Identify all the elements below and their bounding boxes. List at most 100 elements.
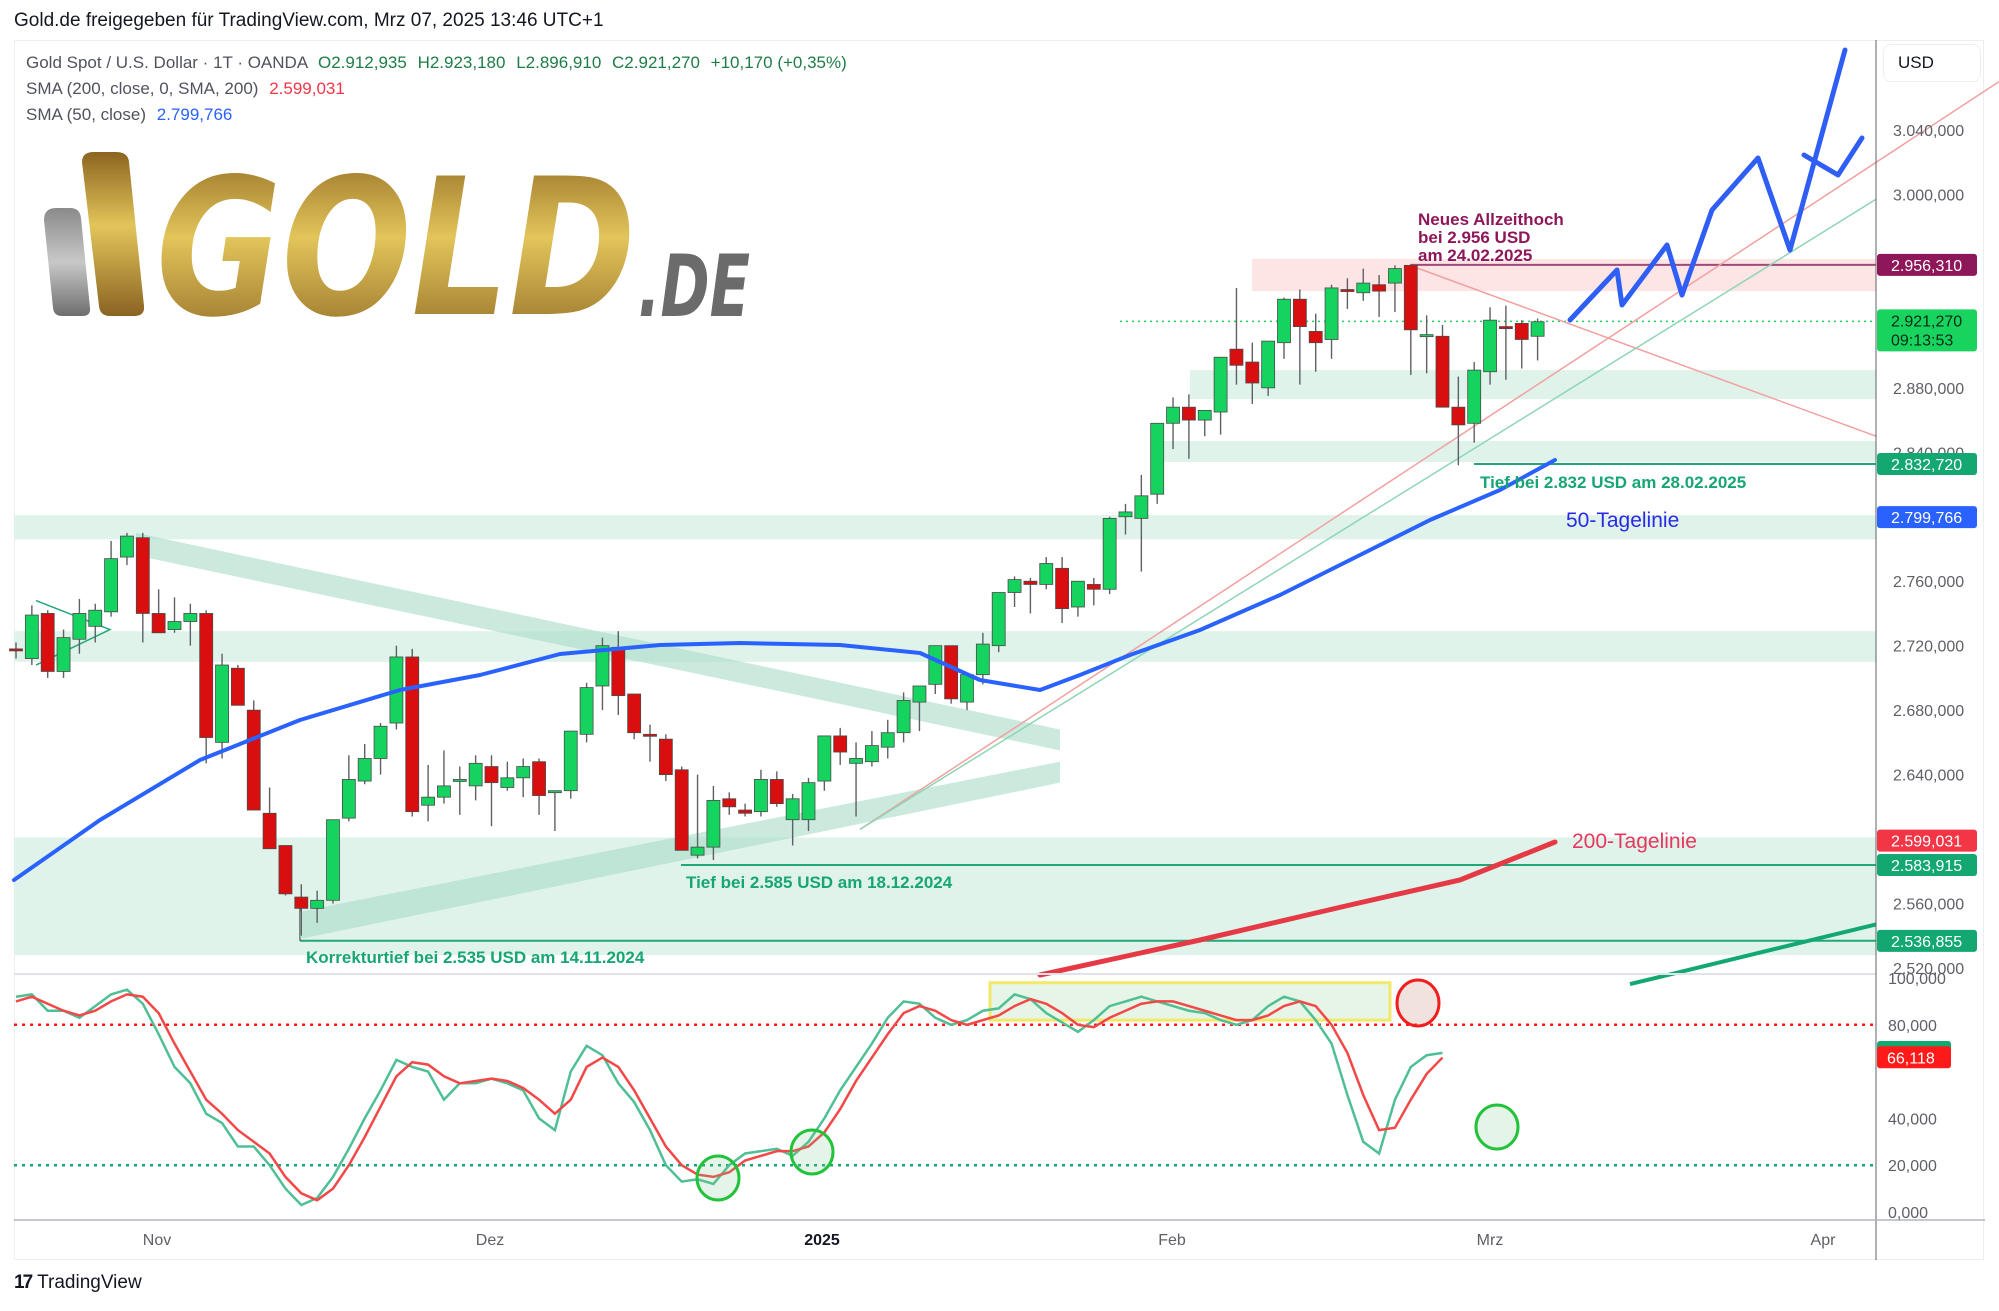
time-tick-label: Apr (1811, 1232, 1837, 1249)
ohlc-low: L2.896,910 (516, 53, 602, 72)
sma50-legend-row[interactable]: SMA (50, close) 2.799,766 (26, 102, 847, 128)
candle-body (278, 845, 293, 895)
candle-body (1086, 584, 1101, 590)
candle-body (341, 779, 356, 819)
candle-body (310, 899, 325, 909)
candle-body (373, 725, 388, 759)
candle-body (563, 730, 578, 792)
gold-de-logo: GOLD .DE (38, 138, 758, 359)
red-uptrend-line (859, 81, 1999, 831)
candle-body (294, 896, 309, 909)
time-tick-label: Mrz (1477, 1232, 1504, 1249)
candle-body (1435, 335, 1450, 408)
tradingview-brand[interactable]: 17 TradingView (14, 1272, 142, 1294)
candle-body (484, 766, 499, 784)
projection-path (1567, 47, 1848, 323)
candle-body (817, 735, 832, 782)
candle-body (1372, 284, 1386, 292)
sma200-value: 2.599,031 (269, 79, 345, 98)
projection-arrowhead (1801, 135, 1865, 178)
price-tick-label: 2.880,000 (1893, 381, 1964, 398)
chart-attribution: Gold.de freigegeben für TradingView.com,… (14, 10, 604, 31)
price-badge-label: 2.956,310 (1891, 258, 1962, 275)
price-tick-label: 2.760,000 (1893, 574, 1964, 591)
tradingview-logo-icon: 17 (14, 1272, 33, 1293)
descending-channel-band (136, 532, 1060, 751)
candle-body (1039, 563, 1054, 585)
candle-body (896, 700, 911, 734)
sma200-label: SMA (200, close, 0, SMA, 200) (26, 79, 259, 98)
candle-body (880, 732, 895, 748)
candle-body (611, 646, 626, 697)
oversold-cross-circle (1474, 1103, 1520, 1151)
green-uptrend-line (859, 198, 1877, 831)
candle-body (421, 796, 436, 806)
price-badge-label: 2.536,855 (1891, 934, 1962, 951)
candle-body (230, 667, 245, 706)
overbought-cross-circle (1395, 978, 1441, 1028)
candle-body (1245, 361, 1260, 384)
candle-body (1356, 282, 1371, 294)
low-dec-annotation: Tief bei 2.585 USD am 18.12.2024 (686, 873, 953, 892)
time-tick-label: Nov (143, 1232, 171, 1249)
candle-body (785, 798, 800, 821)
price-badge (1877, 929, 1977, 952)
green-zone (14, 515, 1876, 540)
candle-body (1419, 334, 1434, 338)
candle-body (437, 785, 451, 798)
stoch-d-line (15, 993, 1444, 1202)
candle-body (1197, 410, 1212, 421)
candle-body (975, 643, 990, 676)
price-badge-label: 2.799,766 (1891, 510, 1962, 527)
symbol-name: Gold Spot / U.S. Dollar · 1T · OANDA (26, 53, 308, 72)
candle-body (468, 762, 483, 787)
candle-body (944, 645, 959, 700)
price-tick-label: 2.640,000 (1893, 768, 1964, 785)
candle-body (1483, 319, 1497, 373)
ath-annotation-line2: bei 2.956 USD (1418, 228, 1530, 247)
candle-body (1182, 406, 1196, 421)
candle-body (1530, 321, 1545, 337)
stochastic-panel (14, 973, 1876, 1207)
candle-body (532, 761, 546, 796)
price-tick-label: 3.000,000 (1893, 187, 1964, 204)
candle-body (215, 664, 229, 743)
candle-body (849, 758, 863, 764)
price-change: +10,170 (+0,35%) (710, 53, 847, 72)
gold-bar-icon (82, 152, 145, 316)
candle-body (500, 777, 515, 788)
sma200-legend-row[interactable]: SMA (200, close, 0, SMA, 200) 2.599,031 (26, 76, 847, 102)
candle-body (1118, 511, 1133, 518)
candle-body (1134, 495, 1149, 519)
candle-body (167, 621, 182, 630)
candle-body (262, 812, 277, 850)
sma50-tag: 50-Tagelinie (1566, 509, 1679, 532)
price-badge-label: 2.599,031 (1891, 834, 1962, 851)
candle-body (326, 819, 340, 901)
logo-text-de: .DE (638, 237, 750, 320)
stoch-tick-label: 80,000 (1888, 1018, 1937, 1035)
candle-body (405, 656, 420, 813)
stoch-tick-label: 40,000 (1888, 1111, 1937, 1128)
candle-body (960, 674, 974, 703)
candle-body (1388, 268, 1402, 284)
candlestick-series (9, 264, 1545, 936)
symbol-legend-row[interactable]: Gold Spot / U.S. Dollar · 1T · OANDA O2.… (26, 50, 847, 76)
candle-body (706, 799, 721, 848)
candle-body (1055, 567, 1069, 610)
sma50-label: SMA (50, close) (26, 105, 146, 124)
candle-body (627, 693, 642, 734)
stoch-tick-label: 20,000 (1888, 1158, 1937, 1175)
candle-body (1467, 369, 1482, 424)
candle-body (674, 769, 689, 851)
currency-unit-button[interactable]: USD (1883, 44, 1981, 82)
candle-body (151, 613, 166, 634)
price-badge-label: 2.921,270 (1891, 313, 1962, 330)
candle-body (452, 779, 467, 782)
green-zone (1157, 441, 1876, 462)
candle-body (56, 637, 71, 672)
price-badge-label: 2.832,720 (1891, 457, 1962, 474)
candle-body (1499, 326, 1513, 330)
candle-body (1324, 287, 1339, 340)
